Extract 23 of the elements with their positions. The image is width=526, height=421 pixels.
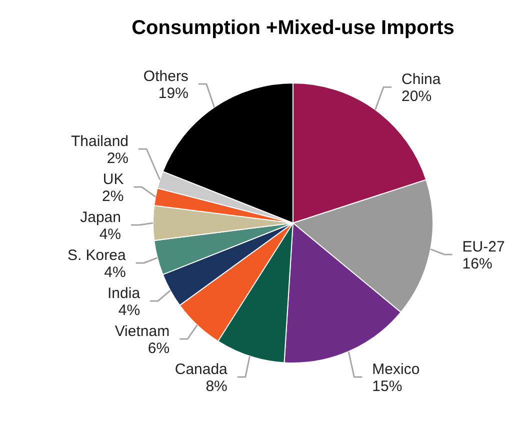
- data-label: 15%: [372, 378, 402, 395]
- slice-label: S. Korea: [67, 247, 126, 264]
- data-label: 4%: [99, 226, 121, 243]
- slice-label: Japan: [80, 209, 121, 226]
- slice-label: UK: [102, 171, 124, 188]
- slice-label: Vietnam: [114, 323, 170, 340]
- data-label: 8%: [206, 378, 228, 395]
- slice-label: China: [402, 71, 442, 88]
- slice-label: EU-27: [462, 238, 505, 256]
- slice-label: Canada: [174, 361, 228, 378]
- slice-label: Mexico: [372, 361, 420, 378]
- data-label: 2%: [102, 188, 124, 205]
- slice-label: Thailand: [70, 133, 129, 150]
- slice-label: Others: [143, 68, 188, 86]
- data-label: 6%: [148, 340, 170, 357]
- data-label: 19%: [158, 85, 188, 102]
- data-label: 4%: [118, 302, 140, 319]
- chart-title: Consumption +Mixed-use Imports: [132, 17, 454, 39]
- data-label: 20%: [402, 88, 432, 106]
- slice-label: India: [108, 285, 141, 302]
- data-label: 2%: [106, 150, 129, 167]
- data-label: 16%: [462, 255, 492, 272]
- data-label: 4%: [104, 264, 126, 281]
